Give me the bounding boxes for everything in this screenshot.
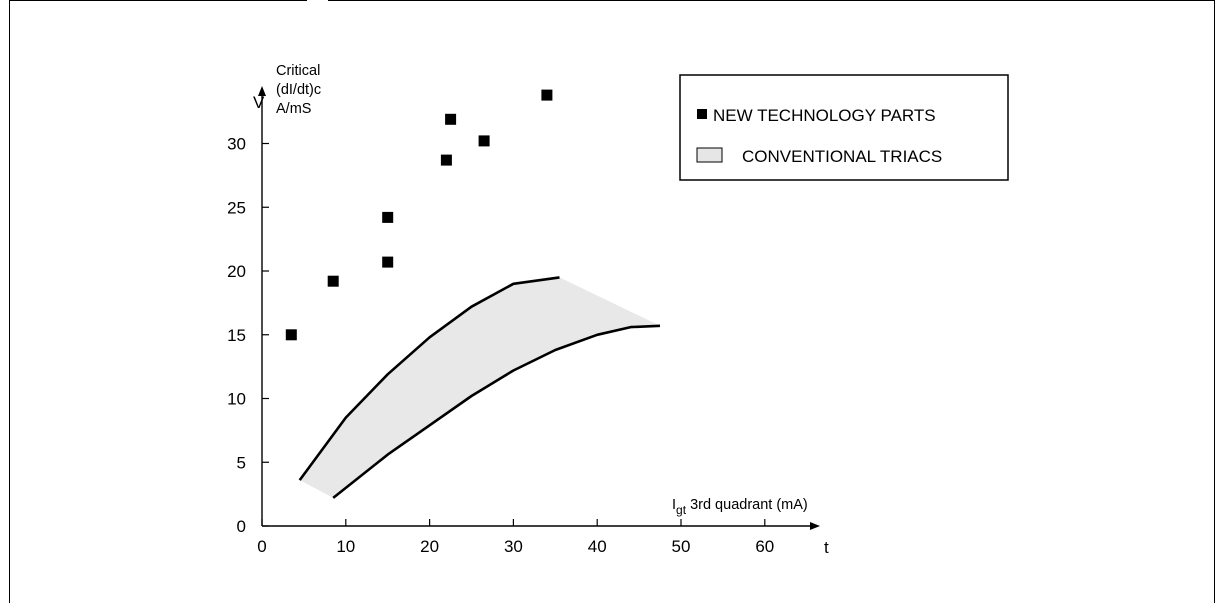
y-axis-label-line-1: Critical xyxy=(276,63,320,79)
data-point xyxy=(327,275,339,287)
y-tick-label: 30 xyxy=(227,135,246,154)
data-point xyxy=(382,256,394,268)
y-tick-label: 20 xyxy=(227,262,246,281)
triac-band-layer xyxy=(298,276,661,499)
x-tick-label: 60 xyxy=(755,537,774,556)
y-tick-label: 25 xyxy=(227,198,246,217)
new-technology-points xyxy=(285,89,553,341)
x-axis-label-subscript: gt xyxy=(676,503,687,517)
x-axis-arrow-icon xyxy=(810,522,820,530)
legend: NEW TECHNOLOGY PARTS CONVENTIONAL TRIACS xyxy=(679,74,1009,181)
triac-band-lower-edge xyxy=(332,324,661,499)
x-axis-label-rest: 3rd quadrant (mA) xyxy=(686,497,808,513)
legend-label-new-technology: NEW TECHNOLOGY PARTS xyxy=(713,106,936,125)
y-axis-label-line-2: (dI/dt)c xyxy=(276,82,321,98)
triac-band-upper-edge xyxy=(298,276,560,481)
frame-top-border-right xyxy=(328,0,1214,1)
ticks: 0 10 20 30 40 50 60 0 5 10 15 20 25 30 xyxy=(227,135,774,557)
x-axis-label-main: I xyxy=(672,497,676,513)
data-point xyxy=(440,154,452,166)
y-tick-label: 15 xyxy=(227,326,246,345)
legend-marker-new-technology-icon xyxy=(697,109,707,119)
x-tick-label: 50 xyxy=(672,537,691,556)
data-point xyxy=(285,329,297,341)
x-axis-letter: t xyxy=(824,538,829,557)
x-tick-label: 20 xyxy=(420,537,439,556)
y-tick-label: 5 xyxy=(237,453,246,472)
legend-label-conventional: CONVENTIONAL TRIACS xyxy=(742,147,942,166)
x-axis-label: Igt 3rd quadrant (mA) xyxy=(672,497,808,517)
x-tick-label: 10 xyxy=(336,537,355,556)
y-axis-letter: V xyxy=(253,93,265,112)
frame-right-border xyxy=(1214,0,1215,603)
x-tick-label: 30 xyxy=(504,537,523,556)
x-tick-label: 0 xyxy=(257,537,266,556)
y-axis-arrow-icon xyxy=(258,86,266,96)
axes xyxy=(258,86,820,530)
frame-left-border xyxy=(9,0,10,603)
triac-band-area xyxy=(299,277,660,498)
data-point xyxy=(445,113,457,125)
y-axis-label-line-3: A/mS xyxy=(276,101,311,117)
data-point xyxy=(382,211,394,223)
x-tick-label: 40 xyxy=(588,537,607,556)
y-tick-label: 0 xyxy=(237,517,246,536)
legend-box xyxy=(679,74,1009,181)
y-tick-label: 10 xyxy=(227,390,246,409)
legend-marker-conventional-icon xyxy=(696,147,723,163)
frame-top-border-left xyxy=(9,0,307,1)
data-point xyxy=(478,135,490,147)
data-point xyxy=(541,89,553,101)
